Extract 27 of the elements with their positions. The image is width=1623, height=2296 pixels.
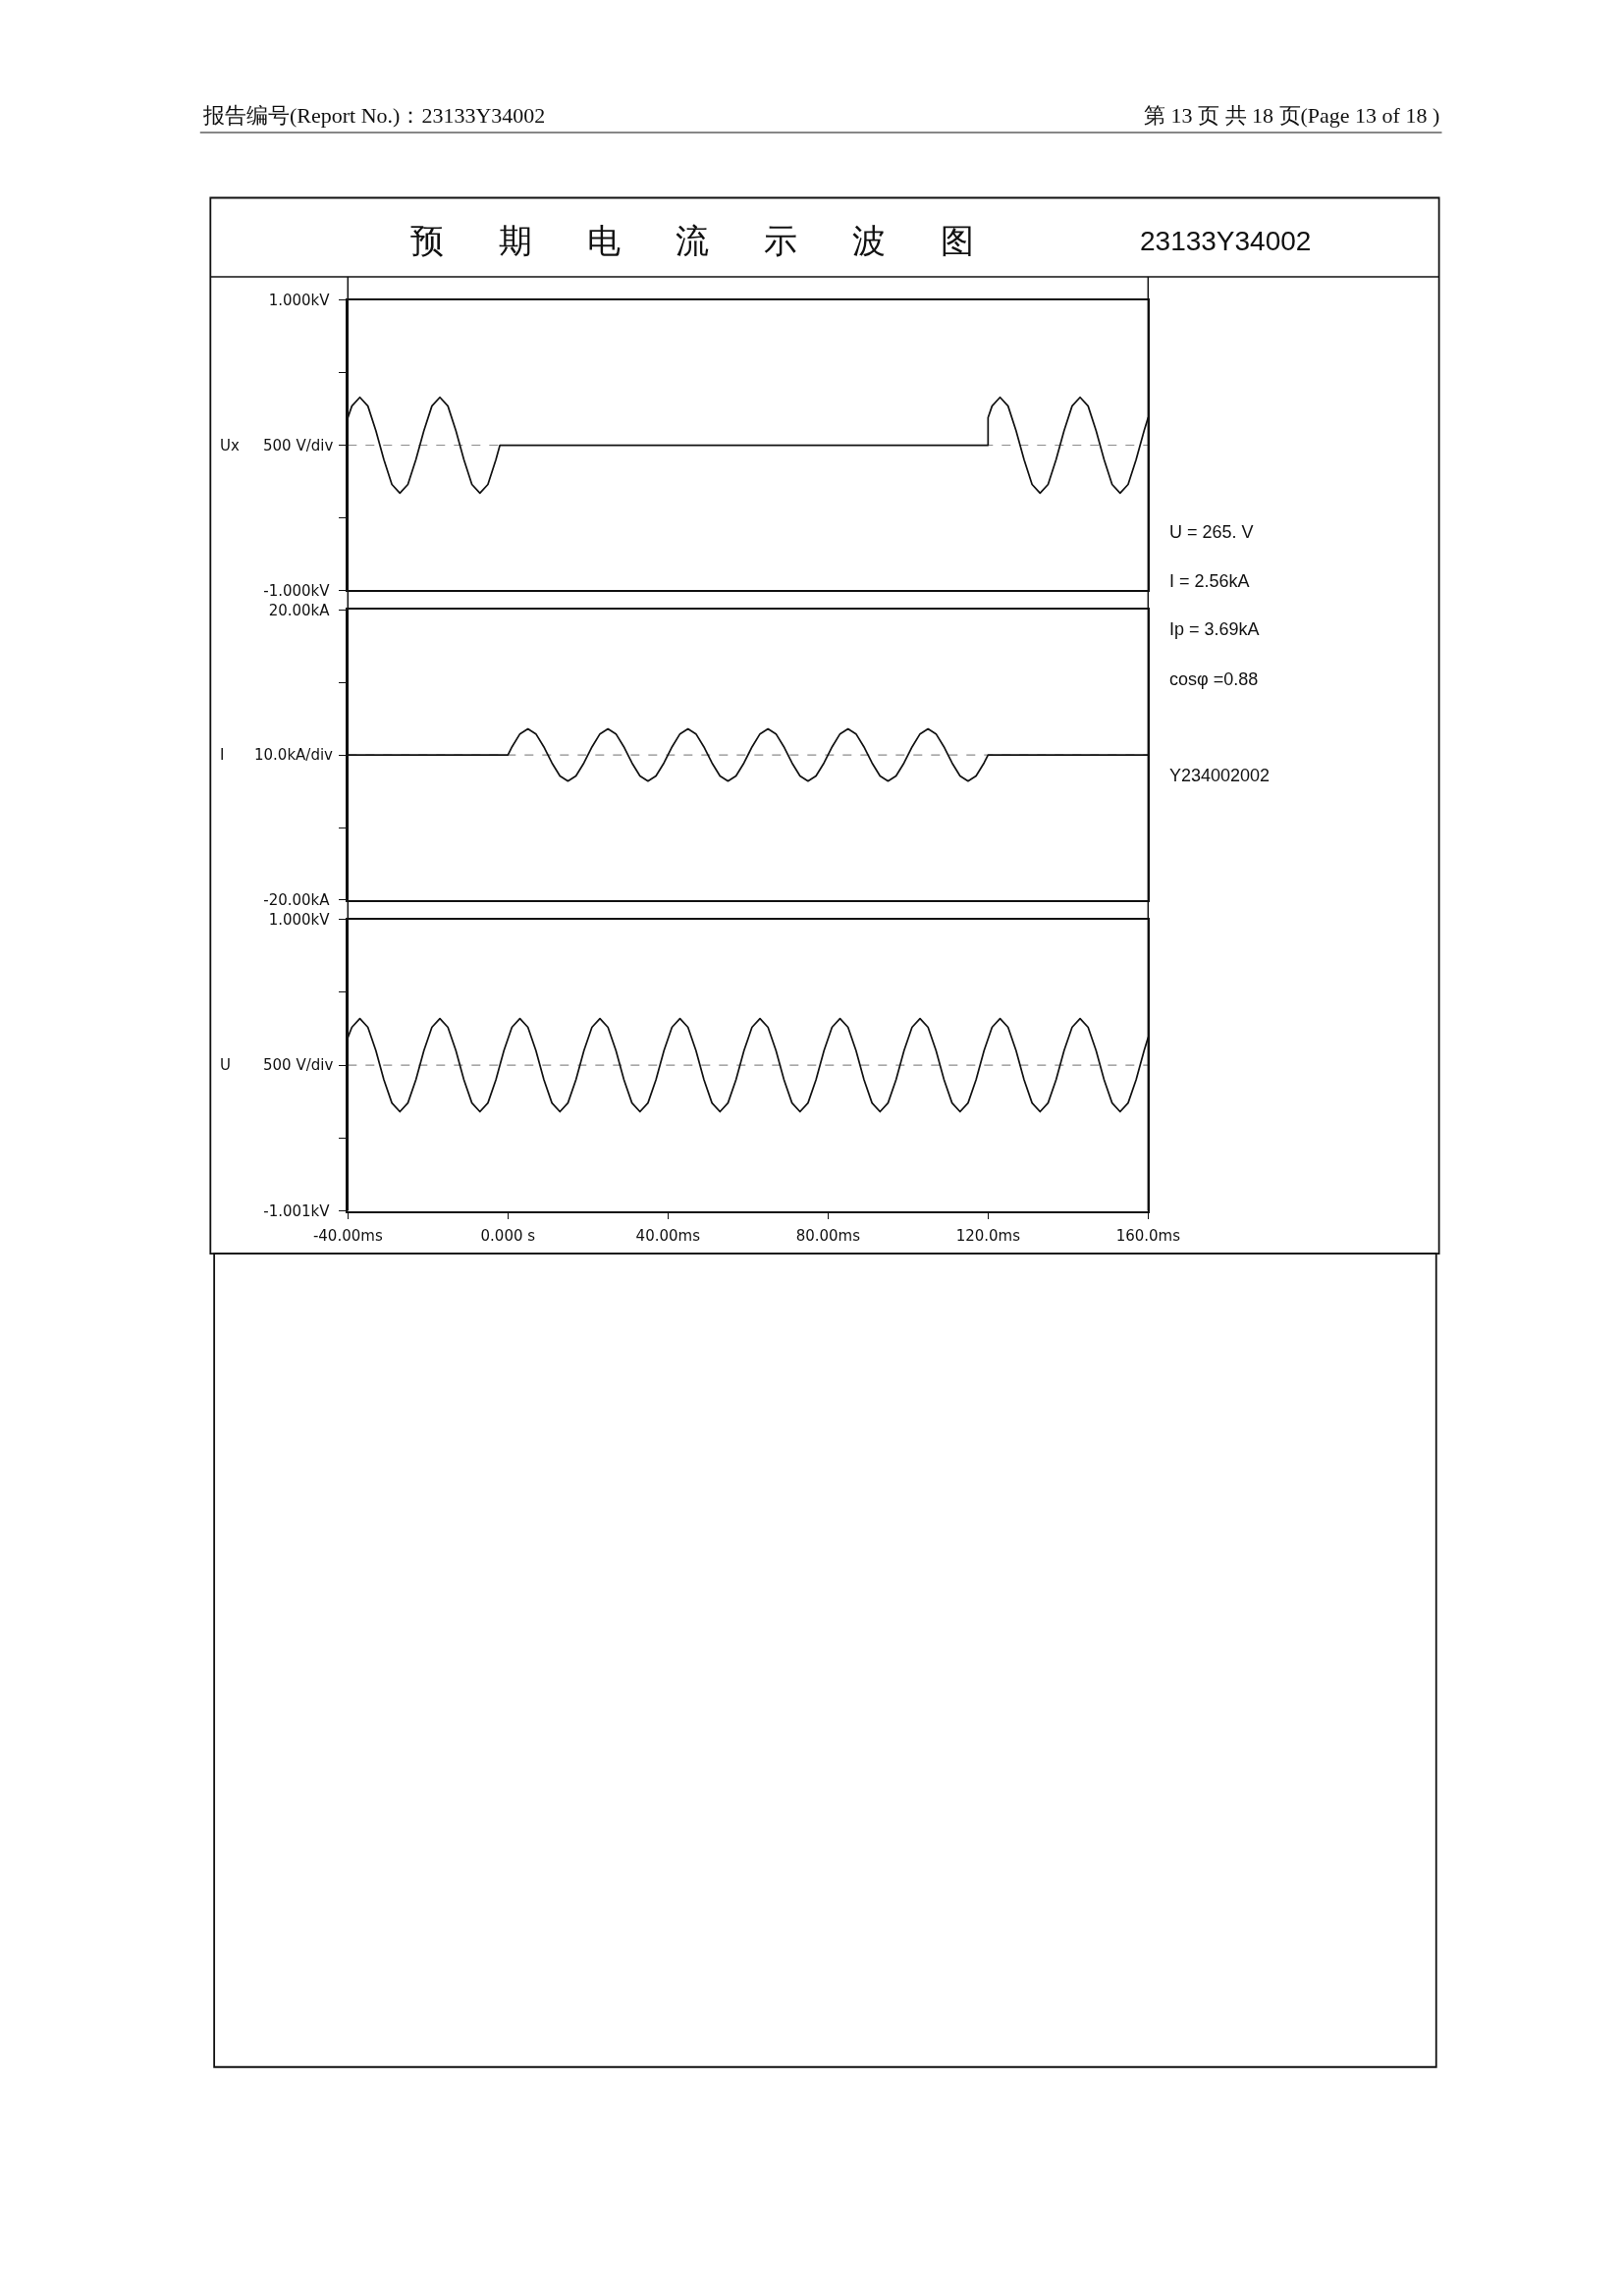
- x-tick-label: 0.000 s: [480, 1227, 536, 1246]
- text: U = 265. V: [1169, 522, 1254, 542]
- text: 23133Y34002: [1140, 226, 1312, 256]
- y-axis-title: Ux: [220, 437, 240, 454]
- y-tick-label: 20.00kA: [268, 601, 331, 619]
- ref-line-label: 500 V/div: [263, 1056, 334, 1074]
- text: 报告编号(Report No.)：23133Y34002: [202, 103, 546, 128]
- x-tick-label: 120.0ms: [955, 1227, 1021, 1246]
- y-tick-label: -20.00kA: [263, 891, 331, 910]
- x-tick-label: 80.00ms: [795, 1227, 861, 1246]
- x-tick-label: 160.0ms: [1115, 1227, 1181, 1246]
- y-axis-title: U: [220, 1056, 231, 1074]
- y-axis-title: I: [220, 746, 225, 764]
- ref-line-label: 10.0kA/div: [254, 746, 334, 764]
- x-tick-label: -40.00ms: [312, 1227, 383, 1246]
- text: I = 2.56kA: [1169, 571, 1250, 591]
- text: Ip = 3.69kA: [1169, 619, 1260, 639]
- text: Y234002002: [1169, 766, 1271, 785]
- y-tick-label: -1.000kV: [263, 581, 331, 600]
- y-tick-label: -1.001kV: [263, 1201, 331, 1220]
- text: 第 13 页 共 18 页(Page 13 of 18 ): [1144, 103, 1440, 128]
- y-tick-label: 1.000kV: [268, 911, 331, 930]
- chart-title: 预期电流示波图: [410, 221, 1029, 260]
- text: cosφ =0.88: [1169, 669, 1259, 689]
- y-tick-label: 1.000kV: [268, 291, 331, 309]
- x-tick-label: 40.00ms: [635, 1227, 701, 1246]
- ref-line-label: 500 V/div: [263, 437, 334, 454]
